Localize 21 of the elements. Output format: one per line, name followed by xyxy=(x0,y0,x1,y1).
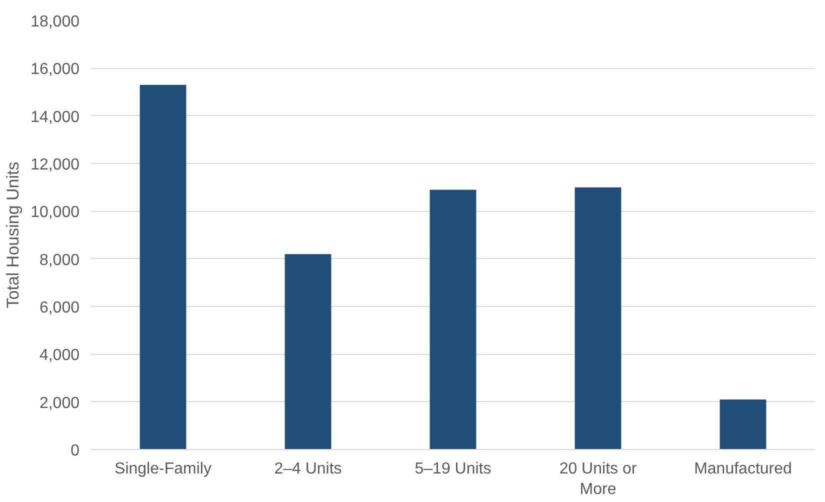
x-tick-label: 5–19 Units xyxy=(414,460,492,478)
bar xyxy=(140,84,186,450)
y-tick-label: 18,000 xyxy=(30,14,80,30)
y-tick-label: 6,000 xyxy=(39,300,80,316)
bar xyxy=(284,254,332,450)
bar xyxy=(574,187,622,450)
x-tick-label: 2–4 Units xyxy=(274,460,342,478)
y-tick-label: 12,000 xyxy=(30,156,80,174)
y-tick-label: 2,000 xyxy=(39,394,80,412)
y-tick-label: 16,000 xyxy=(30,61,80,78)
y-tick-label: 14,000 xyxy=(30,108,80,126)
x-tick-label: Manufactured xyxy=(694,460,792,478)
y-axis-title: Total Housing Units xyxy=(4,162,23,308)
bar xyxy=(720,399,766,450)
y-tick-label: 4,000 xyxy=(39,347,80,364)
y-tick-label: 8,000 xyxy=(39,252,80,269)
x-tick-label: 20 Units or More xyxy=(559,460,638,498)
x-tick-label: Single-Family xyxy=(114,460,212,478)
bar xyxy=(430,190,476,450)
y-tick-label: 10,000 xyxy=(30,204,80,222)
y-tick-label: 0 xyxy=(70,442,80,460)
